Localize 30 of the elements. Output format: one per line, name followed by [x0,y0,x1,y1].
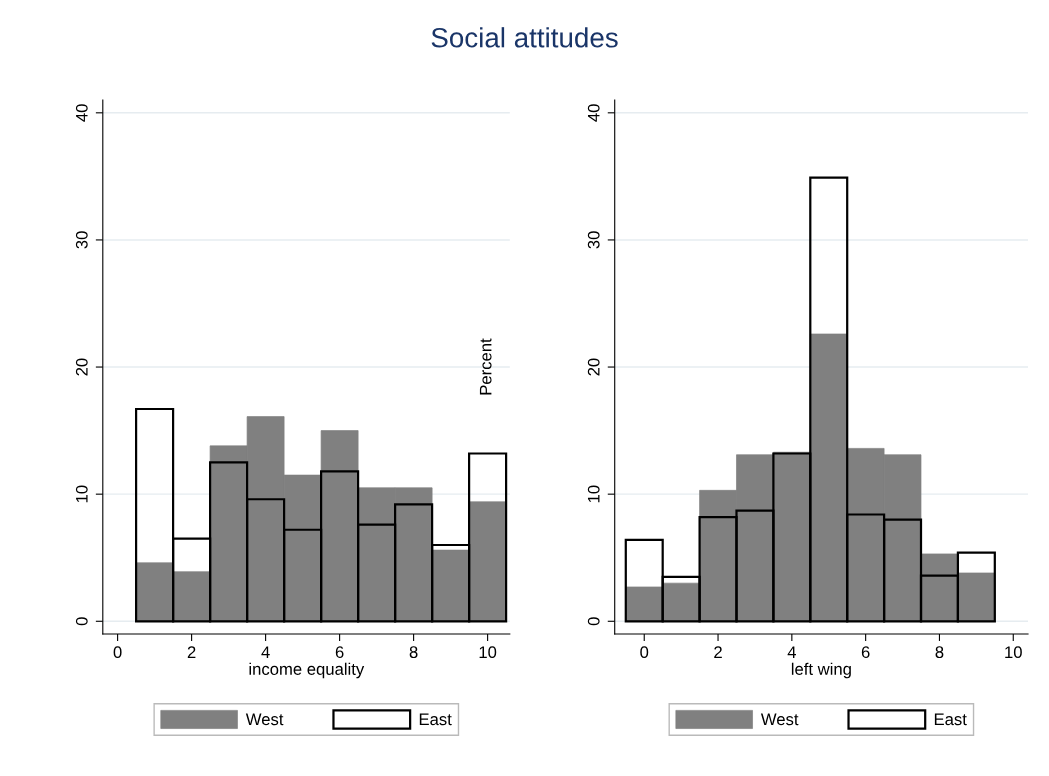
y-tick-label: 40 [587,104,600,122]
y-tick-label: 10 [587,485,600,503]
y-tick-label: 0 [75,617,88,626]
y-tick-label: 40 [75,104,88,122]
x-tick-label: 2 [714,646,722,658]
x-tick-label: 4 [787,646,796,658]
y-tick-label: 30 [75,231,88,249]
chart-title: Social attitudes [431,27,618,48]
x-tick-label: 0 [640,646,649,659]
x-tick-label: 0 [113,646,122,659]
y-tick-label: 0 [587,617,600,626]
x-tick-label: 10 [479,646,497,659]
x-tick-label: 2 [187,646,196,658]
legend-label: East [934,713,967,726]
x-tick-label: 10 [1005,646,1022,659]
y-tick-label: 20 [75,358,88,376]
legend-label: West [245,713,284,726]
y-tick-label: 20 [587,358,600,376]
x-tick-label: 4 [261,646,270,658]
y-tick-label: 30 [587,231,600,249]
legend-label: East [419,713,452,726]
y-axis-title: Percent [479,338,492,395]
y-tick-label: 10 [75,485,88,503]
x-tick-label: 6 [335,646,344,659]
x-tick-label: 6 [861,646,870,659]
x-tick-label: 8 [935,646,944,659]
x-tick-label: 8 [409,646,418,659]
x-axis-title: income equality [249,662,365,679]
legend-label: West [760,713,799,726]
x-axis-title: left wing [791,662,851,679]
